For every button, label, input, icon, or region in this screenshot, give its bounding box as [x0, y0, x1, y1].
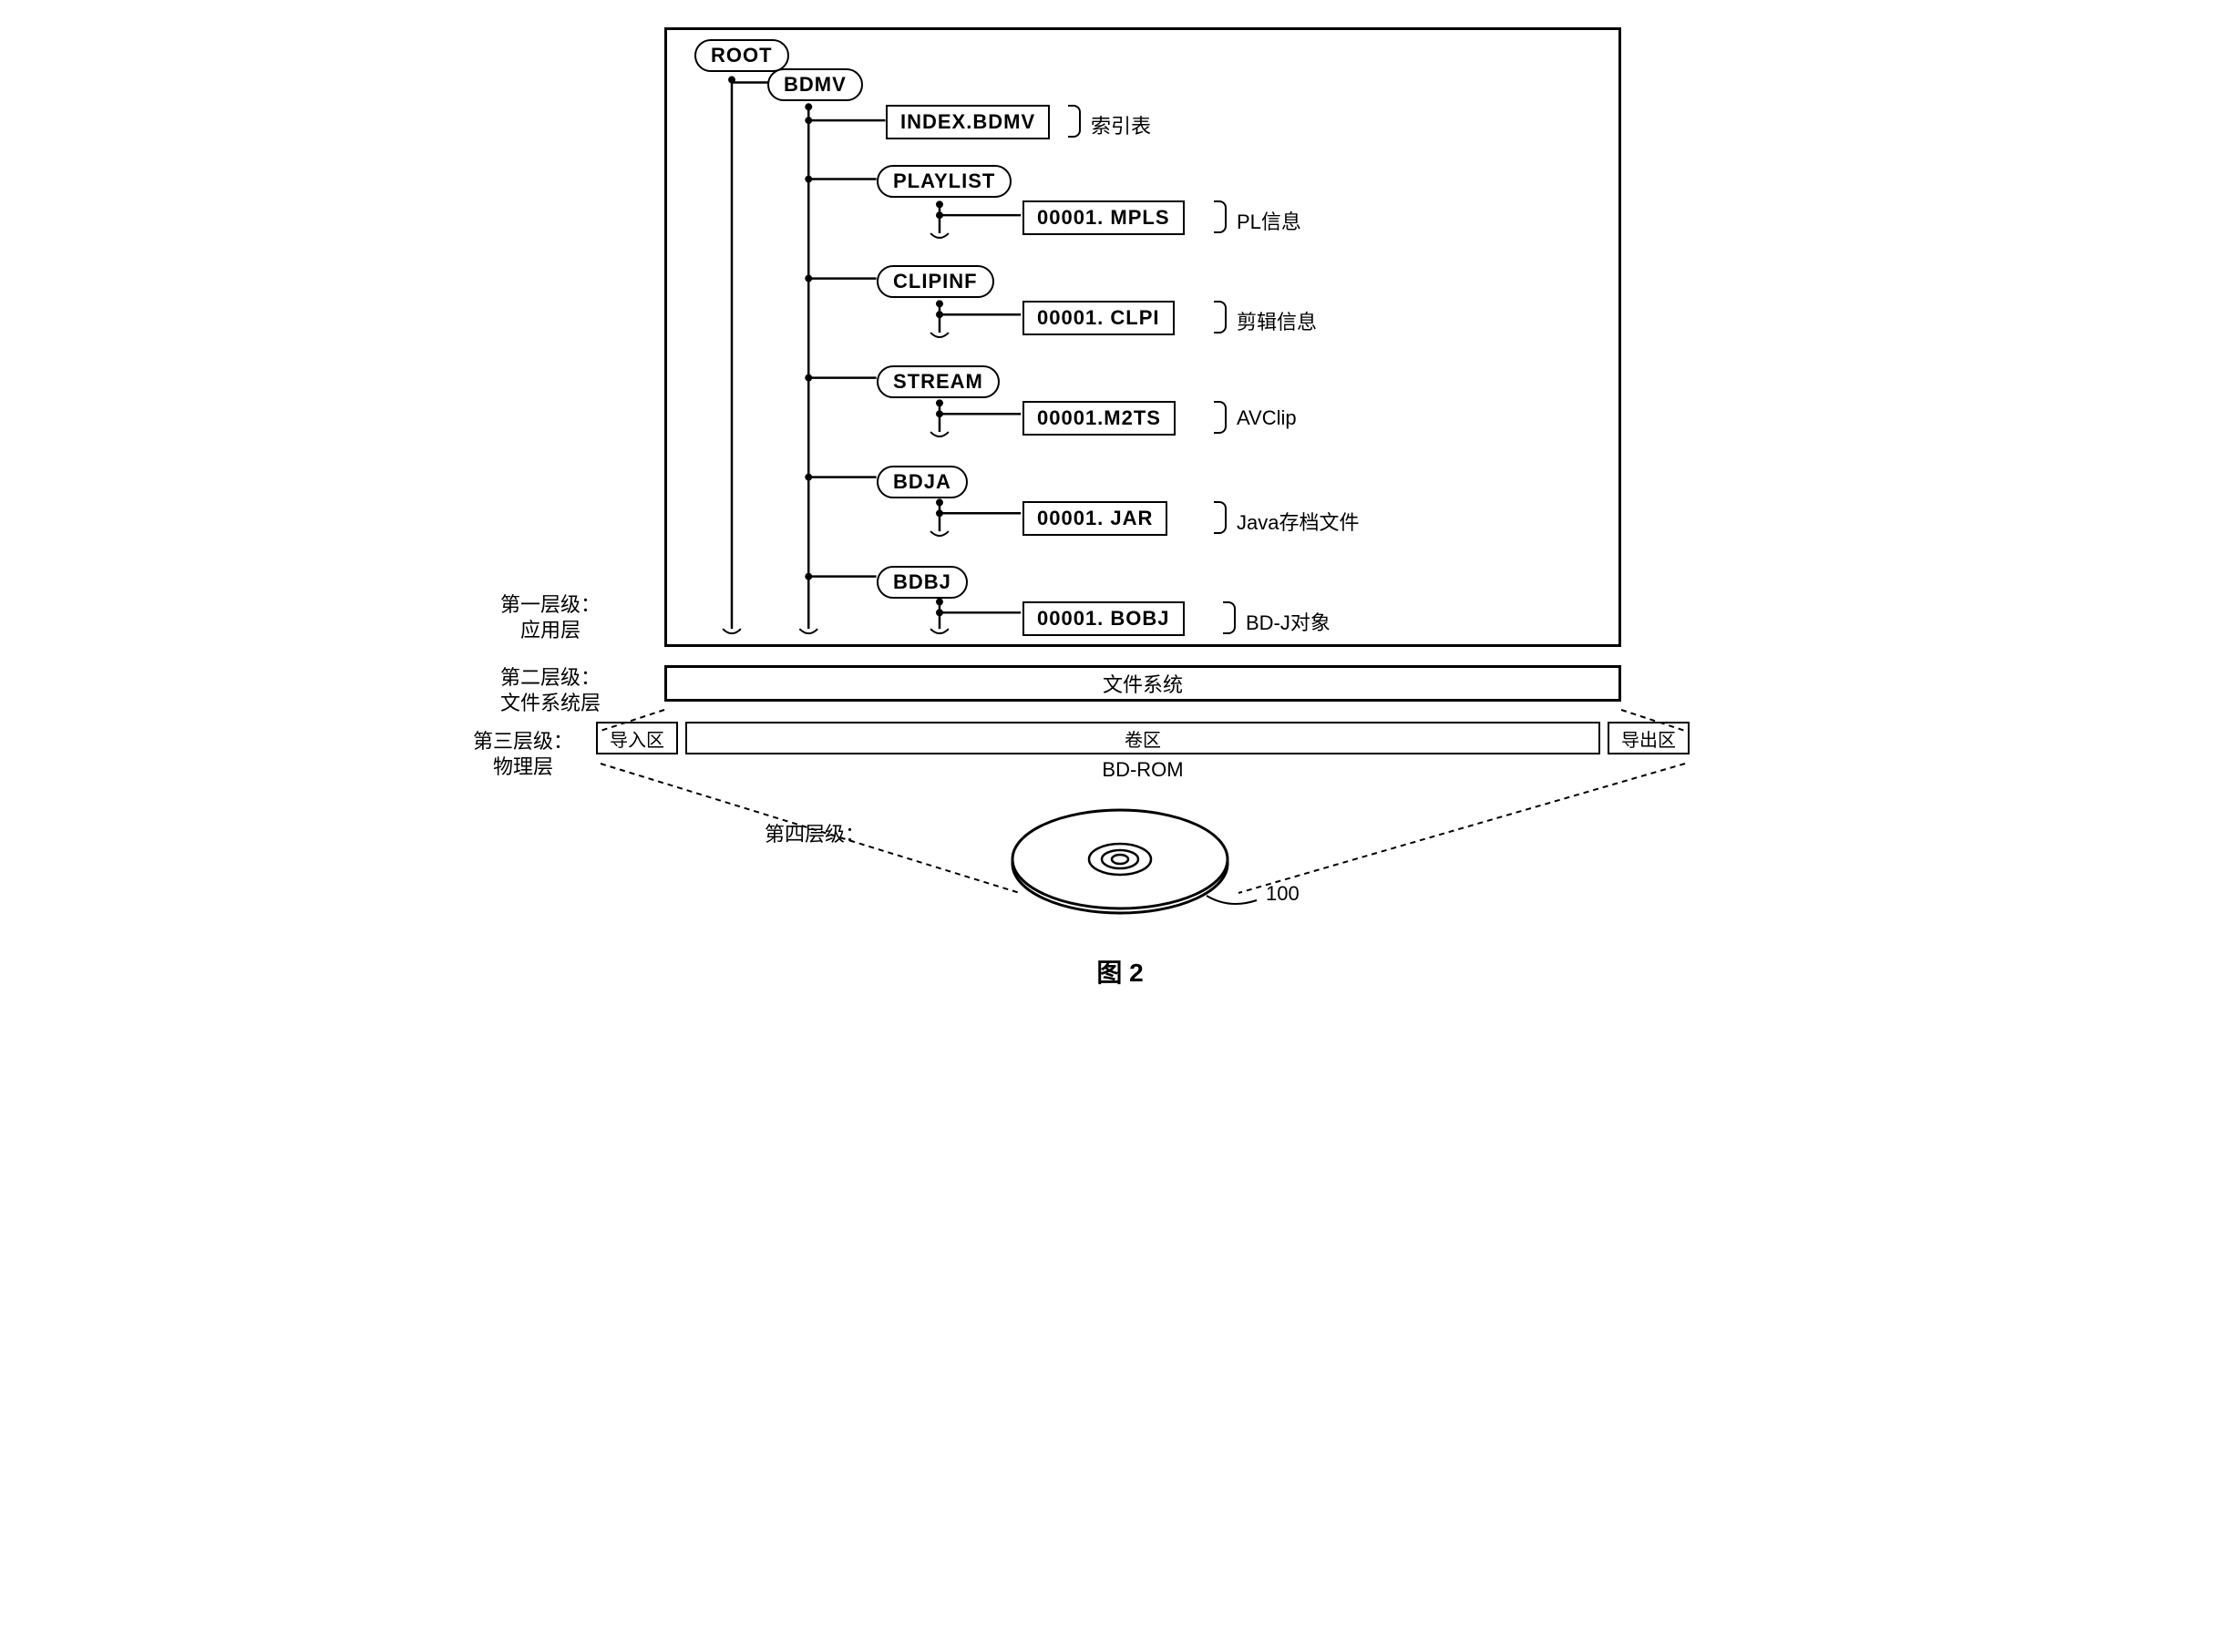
- bdja-bracket: [1214, 501, 1227, 534]
- clipinf-annot: 剪辑信息: [1237, 306, 1317, 335]
- bdbj-dir-node: BDBJ: [877, 566, 968, 599]
- bdbj-file-node: 00001. BOBJ: [1022, 601, 1185, 636]
- index-bracket: [1068, 105, 1081, 138]
- clipinf-file-node: 00001. CLPI: [1022, 301, 1175, 335]
- volume-box: 卷区: [685, 722, 1600, 754]
- layer2-line1: 第二层级：: [482, 665, 619, 691]
- bdja-file-node: 00001. JAR: [1022, 501, 1167, 536]
- layer1-line1: 第一层级：: [482, 592, 619, 618]
- layer1-label: 第一层级： 应用层: [482, 592, 619, 642]
- bdja-dir-node: BDJA: [877, 466, 968, 498]
- bdrom-label: BD-ROM: [596, 758, 1690, 782]
- clipinf-dir-node: CLIPINF: [877, 265, 994, 298]
- leadout-box: 导出区: [1608, 722, 1690, 754]
- index-file-node: INDEX.BDMV: [886, 105, 1050, 139]
- bdmv-node: BDMV: [767, 68, 863, 101]
- disc-area: 第四层级： 100: [482, 791, 1758, 946]
- clipinf-bracket: [1214, 301, 1227, 333]
- stream-dir-node: STREAM: [877, 365, 1000, 398]
- layer3-label: 第三层级： 物理层: [455, 729, 591, 779]
- stream-annot: AVClip: [1237, 406, 1297, 430]
- playlist-annot: PL信息: [1237, 206, 1301, 235]
- stream-bracket: [1214, 401, 1227, 434]
- root-node: ROOT: [694, 39, 789, 72]
- disc-ref-number: 100: [1266, 882, 1300, 906]
- figure-caption: 图 2: [482, 953, 1758, 990]
- layer3-line1: 第三层级：: [455, 729, 591, 754]
- index-annot: 索引表: [1091, 110, 1151, 139]
- playlist-file-node: 00001. MPLS: [1022, 200, 1185, 235]
- disc-icon: [1002, 791, 1238, 928]
- diagram-root: 第一层级： 应用层: [482, 27, 1758, 990]
- layer1-line2: 应用层: [482, 618, 619, 643]
- filesystem-label: 文件系统: [1103, 669, 1183, 698]
- filesystem-bar: 文件系统: [664, 665, 1621, 702]
- layer2-line2: 文件系统层: [482, 691, 619, 716]
- leadin-box: 导入区: [596, 722, 678, 754]
- playlist-bracket: [1214, 200, 1227, 233]
- layer4-label: 第四层级：: [765, 818, 865, 847]
- stream-file-node: 00001.M2TS: [1022, 401, 1176, 436]
- tree-panel: ROOT BDMV INDEX.BDMV 索引表 PLAYLIST 00001.…: [664, 27, 1621, 647]
- layer2-label: 第二层级： 文件系统层: [482, 665, 619, 715]
- playlist-dir-node: PLAYLIST: [877, 165, 1012, 198]
- bdja-annot: Java存档文件: [1237, 507, 1359, 536]
- bdbj-bracket: [1223, 601, 1236, 634]
- bdbj-annot: BD-J对象: [1246, 607, 1331, 636]
- physical-row: 导入区 卷区 导出区: [596, 722, 1690, 754]
- layer3-line2: 物理层: [455, 754, 591, 780]
